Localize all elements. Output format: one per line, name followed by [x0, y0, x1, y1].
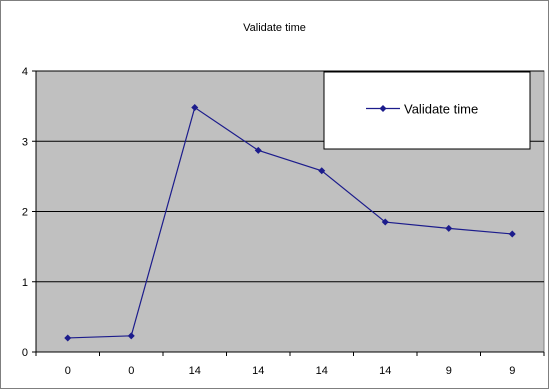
chart-title: Validate time	[243, 22, 306, 34]
data-point	[127, 332, 135, 340]
legend-marker	[379, 105, 387, 112]
legend: Validate time	[323, 71, 531, 150]
data-point	[318, 167, 326, 175]
y-tick-label: 2	[22, 207, 28, 219]
x-tick-label: 9	[446, 365, 452, 377]
series-line	[67, 106, 513, 339]
y-tick-label: 1	[22, 277, 28, 289]
legend-label: Validate time	[404, 102, 478, 117]
data-point	[64, 334, 72, 342]
x-tick-label: 0	[128, 365, 134, 377]
data-point	[254, 146, 262, 154]
data-point	[508, 230, 516, 238]
data-point	[381, 218, 389, 226]
y-tick-label: 4	[22, 66, 28, 78]
data-point	[445, 224, 453, 232]
x-tick-label: 14	[316, 365, 328, 377]
data-point	[191, 104, 199, 112]
x-tick-label: 14	[379, 365, 391, 377]
x-tick-label: 14	[252, 365, 264, 377]
x-tick-label: 9	[509, 365, 515, 377]
y-tick-label: 3	[22, 136, 28, 148]
y-tick-label: 0	[22, 347, 28, 359]
x-tick-label: 0	[65, 365, 71, 377]
x-tick-label: 14	[189, 365, 201, 377]
legend-box	[323, 71, 531, 150]
